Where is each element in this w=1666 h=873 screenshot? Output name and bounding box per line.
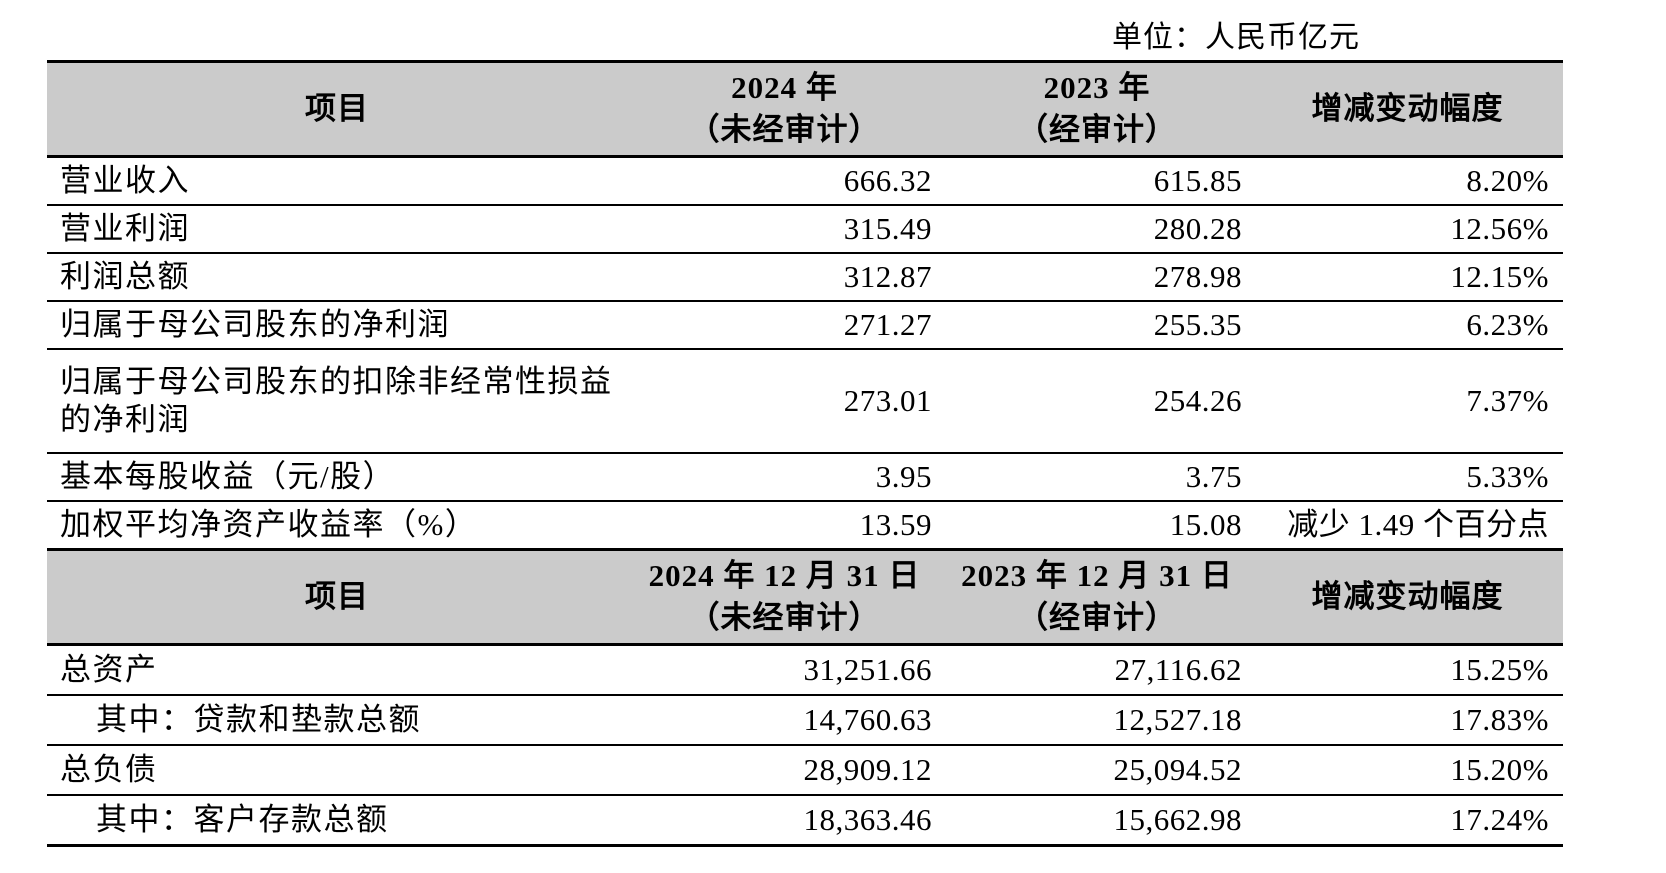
column-header-2024-audit-status: （未经审计） (688, 600, 881, 635)
value-change: 8.20% (1252, 156, 1563, 206)
balance-table-header-row: 项目 2024 年 12 月 31 日 （未经审计） 2023 年 12 月 3… (47, 548, 1563, 646)
value-2024: 273.01 (627, 349, 942, 454)
column-header-change: 增减变动幅度 (1252, 548, 1563, 646)
table-row: 总资产 31,251.66 27,116.62 15.25% (47, 644, 1563, 696)
value-2024: 271.27 (627, 301, 942, 350)
table-row: 营业利润 315.49 280.28 12.56% (47, 205, 1563, 254)
income-table-header-row: 项目 2024 年 （未经审计） 2023 年 （经审计） 增减变动幅度 (47, 60, 1563, 158)
table-row: 归属于母公司股东的扣除非经常性损益的净利润 273.01 254.26 7.37… (47, 349, 1563, 454)
value-2024: 31,251.66 (627, 644, 942, 696)
value-2023: 27,116.62 (942, 644, 1252, 696)
value-2023: 25,094.52 (942, 745, 1252, 796)
unit-label: 单位：人民币亿元 (1112, 21, 1360, 54)
table-row: 营业收入 666.32 615.85 8.20% (47, 156, 1563, 206)
table-row: 其中：贷款和垫款总额 14,760.63 12,527.18 17.83% (47, 695, 1563, 746)
value-2024: 666.32 (627, 156, 942, 206)
value-2023: 278.98 (942, 253, 1252, 302)
row-label: 营业收入 (47, 156, 627, 206)
value-2023: 12,527.18 (942, 695, 1252, 746)
value-2024: 312.87 (627, 253, 942, 302)
balance-sheet-table: 项目 2024 年 12 月 31 日 （未经审计） 2023 年 12 月 3… (47, 548, 1563, 847)
row-label: 其中：贷款和垫款总额 (47, 695, 627, 746)
value-2024: 315.49 (627, 205, 942, 254)
column-header-2024-audit-status: （未经审计） (688, 112, 881, 147)
value-2024: 3.95 (627, 453, 942, 502)
value-change: 17.24% (1252, 795, 1563, 847)
value-2024: 18,363.46 (627, 795, 942, 847)
value-2023: 615.85 (942, 156, 1252, 206)
column-header-2023-date: 2023 年 12 月 31 日 (961, 558, 1233, 593)
column-header-2023-year: 2023 年 (1043, 70, 1151, 105)
column-header-2023-audit-status: （经审计） (1017, 112, 1177, 147)
value-change: 减少 1.49 个百分点 (1287, 507, 1549, 542)
value-2023: 255.35 (942, 301, 1252, 350)
column-header-2023: 2023 年 （经审计） (942, 60, 1252, 158)
row-label: 其中：客户存款总额 (47, 795, 627, 847)
value-change: 17.83% (1252, 695, 1563, 746)
value-change: 7.37% (1252, 349, 1563, 454)
value-change: 5.33% (1252, 453, 1563, 502)
column-header-2023-12-31: 2023 年 12 月 31 日 （经审计） (942, 548, 1252, 646)
value-2024: 13.59 (859, 507, 932, 542)
row-label: 基本每股收益（元/股） (47, 453, 627, 502)
value-2023: 15,662.98 (942, 795, 1252, 847)
table-row: 基本每股收益（元/股） 3.95 3.75 5.33% (47, 453, 1563, 502)
value-change: 15.20% (1252, 745, 1563, 796)
value-2024: 28,909.12 (627, 745, 942, 796)
column-header-2024: 2024 年 （未经审计） (627, 60, 942, 158)
table-row: 总负债 28,909.12 25,094.52 15.20% (47, 745, 1563, 796)
row-label: 利润总额 (47, 253, 627, 302)
column-header-item: 项目 (47, 548, 627, 646)
column-header-2024-12-31: 2024 年 12 月 31 日 （未经审计） (627, 548, 942, 646)
income-statement-table: 项目 2024 年 （未经审计） 2023 年 （经审计） 增减变动幅度 营业收… (47, 60, 1563, 548)
table-row: 加权平均净资产收益率（%） 13.59 15.08 减少 1.49 个百分点 (47, 501, 1563, 548)
column-header-item: 项目 (47, 60, 627, 158)
table-row: 归属于母公司股东的净利润 271.27 255.35 6.23% (47, 301, 1563, 350)
value-change: 15.25% (1252, 644, 1563, 696)
row-label: 总资产 (47, 644, 627, 696)
financial-summary-document: 单位：人民币亿元 项目 2024 年 （未经审计） 2023 年 （经审计） 增… (47, 16, 1563, 847)
column-header-2024-date: 2024 年 12 月 31 日 (648, 558, 921, 593)
row-label: 归属于母公司股东的扣除非经常性损益的净利润 (47, 349, 627, 454)
value-change: 6.23% (1252, 301, 1563, 350)
row-label: 加权平均净资产收益率（%） (60, 507, 478, 542)
row-label: 归属于母公司股东的净利润 (47, 301, 627, 350)
value-2023: 3.75 (942, 453, 1252, 502)
value-2024: 14,760.63 (627, 695, 942, 746)
table-row: 利润总额 312.87 278.98 12.15% (47, 253, 1563, 302)
row-label: 营业利润 (47, 205, 627, 254)
column-header-2024-year: 2024 年 (731, 70, 838, 105)
column-header-2023-audit-status: （经审计） (1017, 600, 1177, 635)
value-change: 12.15% (1252, 253, 1563, 302)
value-change: 12.56% (1252, 205, 1563, 254)
table-row: 其中：客户存款总额 18,363.46 15,662.98 17.24% (47, 795, 1563, 847)
row-label: 总负债 (47, 745, 627, 796)
value-2023: 15.08 (1169, 507, 1242, 542)
column-header-change: 增减变动幅度 (1252, 60, 1563, 158)
value-2023: 280.28 (942, 205, 1252, 254)
value-2023: 254.26 (942, 349, 1252, 454)
